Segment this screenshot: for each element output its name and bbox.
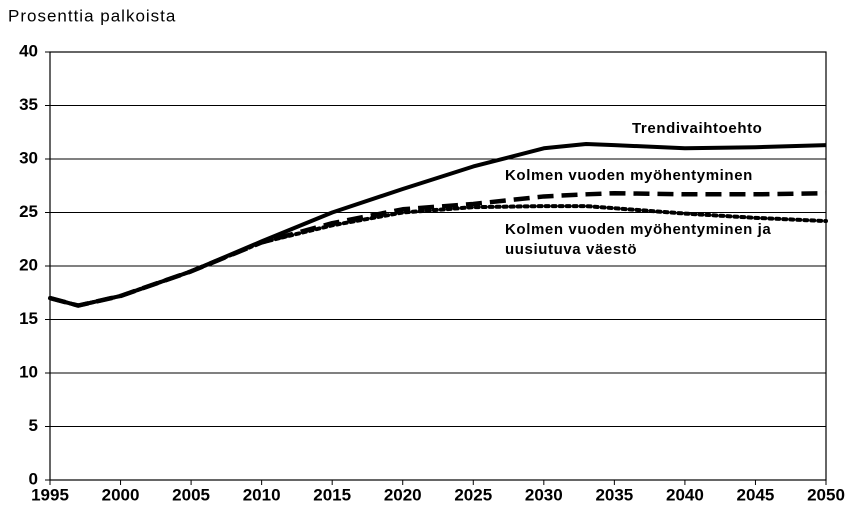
x-tick-label: 2035	[595, 485, 633, 504]
y-tick-label: 35	[19, 95, 38, 114]
plot-frame	[49, 51, 827, 481]
x-tick-label: 2025	[454, 485, 492, 504]
y-tick-label: 10	[19, 362, 38, 381]
y-tick-label: 0	[29, 469, 38, 488]
x-tick-label: 2030	[525, 485, 563, 504]
x-tick-label: 2010	[243, 485, 281, 504]
series-label: Trendivaihtoehto	[632, 120, 763, 137]
series-label: Kolmen vuoden myöhentyminen ja uusiutuva…	[505, 221, 772, 258]
series-label: Kolmen vuoden myöhentyminen	[505, 167, 753, 184]
y-tick-label: 40	[19, 41, 38, 60]
series-line	[49, 142, 827, 308]
y-tick-label: 15	[19, 309, 38, 328]
x-tick-label: 2000	[102, 485, 140, 504]
y-axis-title: Prosenttia palkoista	[8, 6, 176, 25]
x-tick-label: 2045	[737, 485, 775, 504]
x-tick-label: 1995	[31, 485, 69, 504]
x-tick-label: 2050	[807, 485, 845, 504]
y-tick-label: 20	[19, 255, 38, 274]
x-tick-label: 2015	[313, 485, 351, 504]
x-tick-label: 2020	[384, 485, 422, 504]
x-tick-label: 2005	[172, 485, 210, 504]
y-tick-label: 25	[19, 202, 38, 221]
y-tick-label: 5	[29, 416, 38, 435]
x-tick-label: 2040	[666, 485, 704, 504]
y-tick-label: 30	[19, 148, 38, 167]
